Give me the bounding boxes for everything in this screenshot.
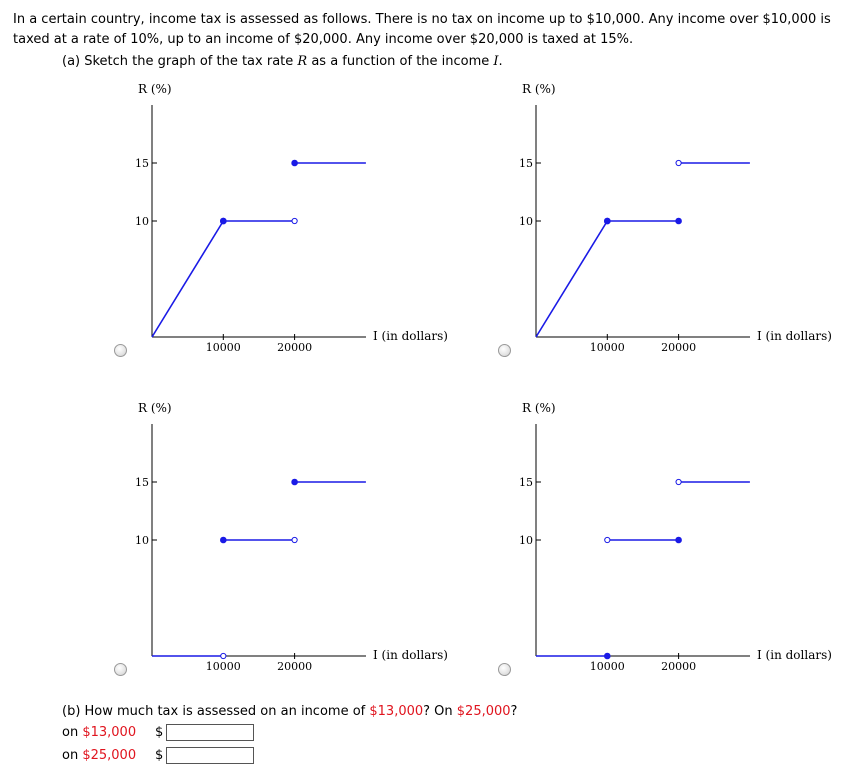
part-b-suffix: ? [510, 704, 518, 719]
graph-1-open-dot [291, 217, 298, 225]
graph-4-y-tick-label: 10 [519, 534, 533, 547]
graph-2-y-axis-label: R (%) [522, 82, 556, 96]
option-4-radio[interactable] [498, 663, 511, 676]
graph-4-open-dot [604, 536, 611, 544]
graph-1-x-tick-label: 10000 [206, 341, 241, 354]
graph-3-x-tick-label: 20000 [277, 660, 312, 673]
question-intro: In a certain country, income tax is asse… [13, 12, 831, 47]
part-b-middle: ? On [423, 704, 457, 719]
part-a-middle: as a function of the income [307, 54, 494, 69]
graph-1-y-tick-label: 15 [135, 157, 149, 170]
graph-2-segment-1 [535, 220, 608, 338]
graph-2-x-axis-label: I (in dollars) [757, 329, 832, 343]
graph-2-y-tick-label: 10 [519, 215, 533, 228]
graph-4-x-tick-label: 20000 [661, 660, 696, 673]
graph-3-open-dot [291, 536, 298, 544]
graph-choices: R (%) I (in dollars) 10 15 10000 20000 R (%) I … [135, 82, 832, 673]
graph-1-y-axis-label: R (%) [138, 82, 172, 96]
graph-4-y-tick-label: 15 [519, 476, 533, 489]
part-a-prefix: (a) Sketch the graph of the tax rate [62, 54, 298, 69]
graph-3-x-axis-label: I (in dollars) [373, 648, 448, 662]
graph-2-y-tick-label: 15 [519, 157, 533, 170]
graph-3-y-tick-label: 15 [135, 476, 149, 489]
graph-2-closed-dot [675, 217, 682, 225]
part-a-prompt: (a) Sketch the graph of the tax rate R a… [62, 54, 503, 69]
tax-13000-input[interactable] [166, 724, 254, 741]
graph-2-open-dot [675, 159, 682, 167]
option-3-radio[interactable] [114, 663, 127, 676]
graph-2-x-tick-label: 20000 [661, 341, 696, 354]
graph-4-x-tick-label: 10000 [590, 660, 625, 673]
option-2-radio[interactable] [498, 344, 511, 357]
graph-1-segment-1 [151, 220, 224, 338]
graph-1-x-tick-label: 20000 [277, 341, 312, 354]
graph-2-x-tick-label: 10000 [590, 341, 625, 354]
graph-4-open-dot [675, 478, 682, 486]
part-b-prefix: (b) How much tax is assessed on an incom… [62, 704, 370, 719]
option-1-radio[interactable] [114, 344, 127, 357]
graph-3-closed-dot [291, 478, 298, 486]
answer-label: on $13,000 [62, 725, 137, 740]
graph-1-x-axis-label: I (in dollars) [373, 329, 448, 343]
graph-4-closed-dot [604, 652, 611, 660]
graph-3-closed-dot [220, 536, 227, 544]
graph-3-open-dot [220, 652, 227, 660]
graph-3-y-tick-label: 10 [135, 534, 149, 547]
part-b-amount-1: $13,000 [369, 704, 424, 719]
tax-25000-input[interactable] [166, 747, 254, 764]
var-i: I [493, 54, 499, 69]
dollar-sign: $ [155, 725, 164, 740]
graph-4-y-axis-label: R (%) [522, 401, 556, 415]
graph-1-closed-dot [291, 159, 298, 167]
graph-3-x-tick-label: 10000 [206, 660, 241, 673]
graph-3-y-axis-label: R (%) [138, 401, 172, 415]
var-r: R [297, 54, 308, 69]
graph-1-y-tick-label: 10 [135, 215, 149, 228]
graph-2-closed-dot [604, 217, 611, 225]
part-b-prompt: (b) How much tax is assessed on an incom… [62, 703, 517, 721]
dollar-sign: $ [155, 748, 164, 763]
graph-4-x-axis-label: I (in dollars) [757, 648, 832, 662]
answer-label: on $25,000 [62, 748, 137, 763]
graph-1-closed-dot [220, 217, 227, 225]
part-a-suffix: . [498, 54, 503, 69]
graph-4-closed-dot [675, 536, 682, 544]
part-b-amount-2: $25,000 [456, 704, 511, 719]
